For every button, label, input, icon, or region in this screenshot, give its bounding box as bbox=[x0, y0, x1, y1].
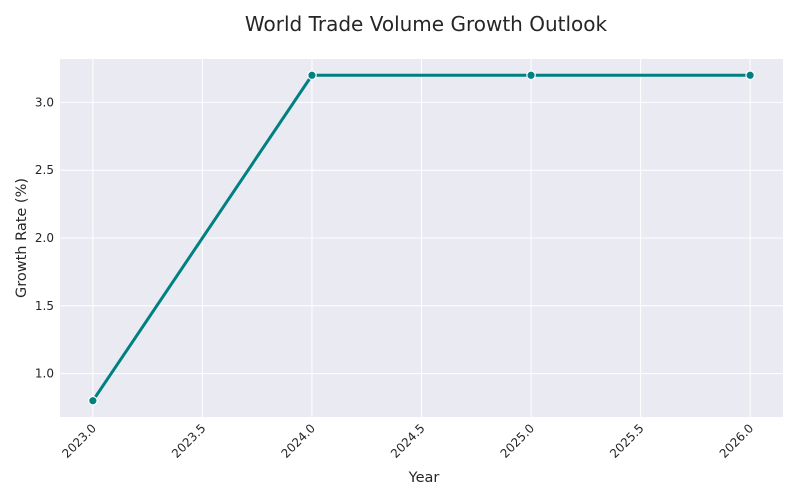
x-tick-label: 2025.5 bbox=[607, 421, 647, 461]
x-tick-label: 2023.5 bbox=[169, 421, 209, 461]
data-point bbox=[88, 395, 98, 406]
x-tick-label: 2024.0 bbox=[278, 421, 318, 461]
y-tick-label: 1.0 bbox=[35, 367, 54, 381]
y-tick-label: 1.5 bbox=[35, 299, 54, 313]
y-tick-label: 3.0 bbox=[35, 95, 54, 109]
x-tick-label: 2025.0 bbox=[498, 421, 538, 461]
x-tick-label: 2023.0 bbox=[59, 421, 99, 461]
y-tick-labels: 1.0 1.5 2.0 2.5 3.0 bbox=[35, 95, 54, 380]
y-tick-label: 2.5 bbox=[35, 163, 54, 177]
data-point bbox=[526, 70, 536, 81]
x-tick-label: 2026.0 bbox=[717, 421, 757, 461]
y-axis-label: Growth Rate (%) bbox=[14, 178, 30, 298]
x-axis-label: Year bbox=[408, 470, 440, 486]
series-layer bbox=[88, 70, 755, 406]
data-point bbox=[745, 70, 755, 81]
y-tick-label: 2.0 bbox=[35, 231, 54, 245]
x-tick-label: 2024.5 bbox=[388, 421, 428, 461]
data-point bbox=[307, 70, 317, 81]
x-tick-labels: 2023.0 2023.5 2024.0 2024.5 2025.0 2025.5 2026… bbox=[59, 421, 756, 461]
grid bbox=[60, 59, 783, 417]
series-line bbox=[91, 73, 752, 403]
chart-title: World Trade Volume Growth Outlook bbox=[245, 12, 608, 36]
